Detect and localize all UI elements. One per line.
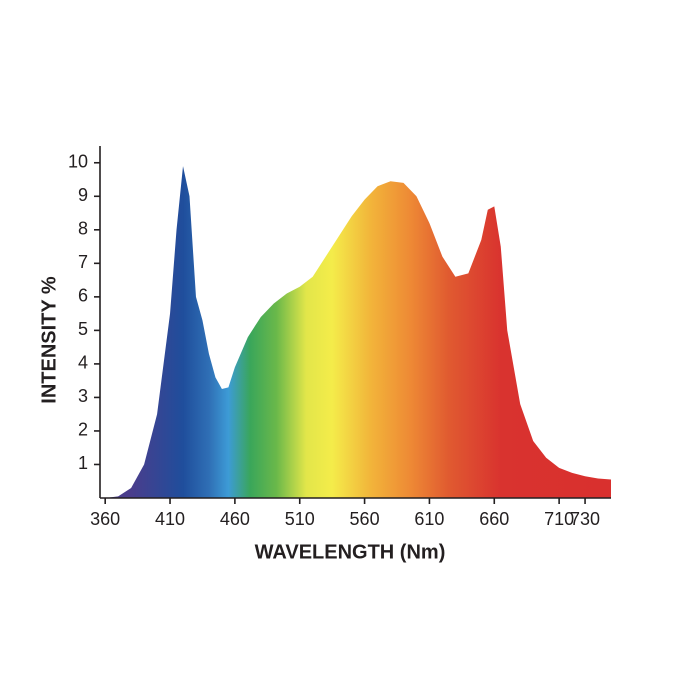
y-tick-label: 3 [78,386,88,406]
spectrum-area [105,166,612,498]
y-tick-label: 10 [68,152,88,172]
x-tick-label: 360 [90,509,120,529]
y-tick-label: 6 [78,286,88,306]
y-axis-title: INTENSITY % [38,276,60,404]
y-tick-label: 7 [78,252,88,272]
y-tick-label: 1 [78,453,88,473]
x-tick-label: 560 [350,509,380,529]
y-tick-label: 4 [78,353,88,373]
x-tick-label: 730 [570,509,600,529]
x-tick-label: 460 [220,509,250,529]
y-tick-label: 5 [78,319,88,339]
x-axis-title: WAVELENGTH (Nm) [255,541,446,563]
y-tick-label: 8 [78,219,88,239]
x-tick-label: 710 [544,509,574,529]
x-tick-label: 610 [414,509,444,529]
x-tick-label: 660 [479,509,509,529]
y-tick-label: 2 [78,420,88,440]
y-tick-label: 9 [78,185,88,205]
x-tick-label: 510 [285,509,315,529]
x-tick-label: 410 [155,509,185,529]
